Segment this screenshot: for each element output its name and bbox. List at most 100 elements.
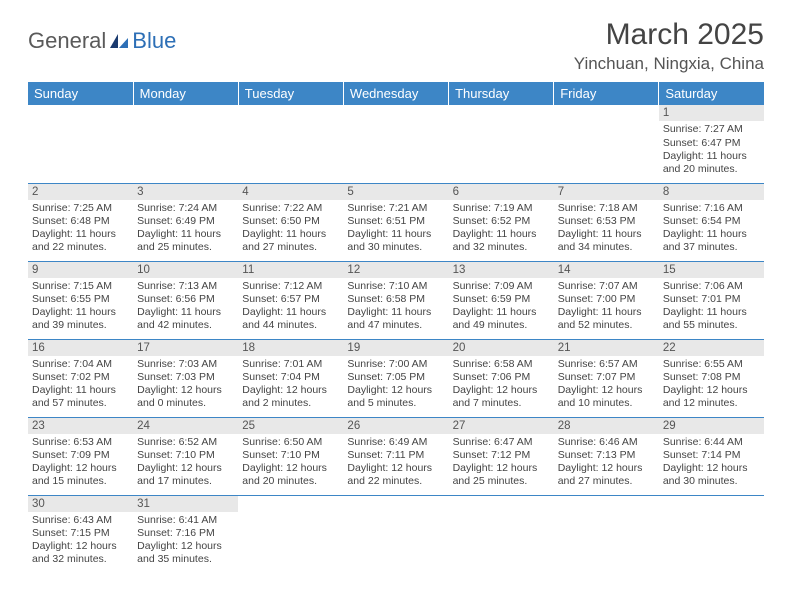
calendar-day: 6Sunrise: 7:19 AMSunset: 6:52 PMDaylight…	[449, 183, 554, 261]
day-number: 16	[28, 340, 133, 356]
daylight-text: and 7 minutes.	[453, 397, 550, 410]
sunrise-text: Sunrise: 7:12 AM	[242, 280, 339, 293]
day-number: 20	[449, 340, 554, 356]
calendar-day: 4Sunrise: 7:22 AMSunset: 6:50 PMDaylight…	[238, 183, 343, 261]
sunset-text: Sunset: 7:03 PM	[137, 371, 234, 384]
calendar-week: 2Sunrise: 7:25 AMSunset: 6:48 PMDaylight…	[28, 183, 764, 261]
calendar-day: 15 Sunrise: 7:06 AMSunset: 7:01 PMDayligh…	[659, 261, 764, 339]
daylight-text: and 35 minutes.	[137, 553, 234, 566]
day-number: 15	[659, 262, 764, 278]
daylight-text: Daylight: 12 hours	[137, 462, 234, 475]
sunset-text: Sunset: 7:10 PM	[242, 449, 339, 462]
day-number: 6	[449, 184, 554, 200]
sunrise-text: Sunrise: 7:09 AM	[453, 280, 550, 293]
calendar-day	[554, 495, 659, 573]
calendar-day: 11Sunrise: 7:12 AMSunset: 6:57 PMDayligh…	[238, 261, 343, 339]
day-number: 13	[449, 262, 554, 278]
calendar-day: 16 Sunrise: 7:04 AMSunset: 7:02 PMDayligh…	[28, 339, 133, 417]
calendar-day: 26Sunrise: 6:49 AMSunset: 7:11 PMDayligh…	[343, 417, 448, 495]
daylight-text: and 22 minutes.	[32, 241, 129, 254]
daylight-text: Daylight: 11 hours	[347, 228, 444, 241]
day-number: 2	[28, 184, 133, 200]
daylight-text: Daylight: 12 hours	[242, 462, 339, 475]
sunset-text: Sunset: 7:01 PM	[663, 293, 760, 306]
daylight-text: and 30 minutes.	[347, 241, 444, 254]
sunset-text: Sunset: 6:58 PM	[347, 293, 444, 306]
sunrise-text: Sunrise: 6:58 AM	[453, 358, 550, 371]
daylight-text: and 15 minutes.	[32, 475, 129, 488]
sunrise-text: Sunrise: 7:24 AM	[137, 202, 234, 215]
logo-text-1: General	[28, 28, 106, 54]
daylight-text: Daylight: 12 hours	[558, 462, 655, 475]
day-number: 27	[449, 418, 554, 434]
day-number: 9	[28, 262, 133, 278]
sunrise-text: Sunrise: 6:46 AM	[558, 436, 655, 449]
day-number: 8	[659, 184, 764, 200]
sunrise-text: Sunrise: 7:01 AM	[242, 358, 339, 371]
day-number: 22	[659, 340, 764, 356]
calendar-day: 29Sunrise: 6:44 AMSunset: 7:14 PMDayligh…	[659, 417, 764, 495]
calendar-day: 1Sunrise: 7:27 AMSunset: 6:47 PMDaylight…	[659, 105, 764, 183]
day-number: 18	[238, 340, 343, 356]
daylight-text: and 55 minutes.	[663, 319, 760, 332]
weekday-header: Saturday	[659, 82, 764, 105]
day-number: 21	[554, 340, 659, 356]
weekday-header: Monday	[133, 82, 238, 105]
daylight-text: and 22 minutes.	[347, 475, 444, 488]
calendar-day: 28Sunrise: 6:46 AMSunset: 7:13 PMDayligh…	[554, 417, 659, 495]
calendar-day	[343, 105, 448, 183]
daylight-text: Daylight: 11 hours	[137, 306, 234, 319]
calendar-day: 14Sunrise: 7:07 AMSunset: 7:00 PMDayligh…	[554, 261, 659, 339]
daylight-text: Daylight: 11 hours	[32, 384, 129, 397]
calendar-day: 21Sunrise: 6:57 AMSunset: 7:07 PMDayligh…	[554, 339, 659, 417]
daylight-text: Daylight: 11 hours	[32, 306, 129, 319]
day-number: 17	[133, 340, 238, 356]
daylight-text: Daylight: 12 hours	[558, 384, 655, 397]
sunset-text: Sunset: 6:54 PM	[663, 215, 760, 228]
sunset-text: Sunset: 7:02 PM	[32, 371, 129, 384]
sunset-text: Sunset: 7:13 PM	[558, 449, 655, 462]
sunrise-text: Sunrise: 7:19 AM	[453, 202, 550, 215]
sunrise-text: Sunrise: 6:44 AM	[663, 436, 760, 449]
daylight-text: and 17 minutes.	[137, 475, 234, 488]
location: Yinchuan, Ningxia, China	[574, 54, 764, 74]
daylight-text: and 44 minutes.	[242, 319, 339, 332]
daylight-text: and 42 minutes.	[137, 319, 234, 332]
daylight-text: and 0 minutes.	[137, 397, 234, 410]
calendar-day: 31Sunrise: 6:41 AMSunset: 7:16 PMDayligh…	[133, 495, 238, 573]
sunset-text: Sunset: 6:59 PM	[453, 293, 550, 306]
sunset-text: Sunset: 6:47 PM	[663, 137, 760, 150]
sunrise-text: Sunrise: 7:04 AM	[32, 358, 129, 371]
day-number: 29	[659, 418, 764, 434]
calendar-body: 1Sunrise: 7:27 AMSunset: 6:47 PMDaylight…	[28, 105, 764, 573]
sunset-text: Sunset: 7:10 PM	[137, 449, 234, 462]
sunrise-text: Sunrise: 7:06 AM	[663, 280, 760, 293]
daylight-text: Daylight: 12 hours	[453, 384, 550, 397]
sunrise-text: Sunrise: 7:21 AM	[347, 202, 444, 215]
sunset-text: Sunset: 6:49 PM	[137, 215, 234, 228]
calendar-week: 9Sunrise: 7:15 AMSunset: 6:55 PMDaylight…	[28, 261, 764, 339]
calendar-day: 12Sunrise: 7:10 AMSunset: 6:58 PMDayligh…	[343, 261, 448, 339]
sunset-text: Sunset: 7:08 PM	[663, 371, 760, 384]
calendar-day: 7Sunrise: 7:18 AMSunset: 6:53 PMDaylight…	[554, 183, 659, 261]
daylight-text: and 25 minutes.	[137, 241, 234, 254]
day-number: 3	[133, 184, 238, 200]
sunset-text: Sunset: 6:56 PM	[137, 293, 234, 306]
daylight-text: Daylight: 11 hours	[663, 306, 760, 319]
calendar-day: 20Sunrise: 6:58 AMSunset: 7:06 PMDayligh…	[449, 339, 554, 417]
day-number: 23	[28, 418, 133, 434]
daylight-text: Daylight: 11 hours	[663, 228, 760, 241]
calendar-day: 8Sunrise: 7:16 AMSunset: 6:54 PMDaylight…	[659, 183, 764, 261]
month-title: March 2025	[574, 18, 764, 52]
sunset-text: Sunset: 7:00 PM	[558, 293, 655, 306]
sunset-text: Sunset: 7:11 PM	[347, 449, 444, 462]
sunrise-text: Sunrise: 6:57 AM	[558, 358, 655, 371]
sunrise-text: Sunrise: 6:55 AM	[663, 358, 760, 371]
daylight-text: and 20 minutes.	[242, 475, 339, 488]
daylight-text: and 2 minutes.	[242, 397, 339, 410]
day-number: 19	[343, 340, 448, 356]
calendar-day	[343, 495, 448, 573]
daylight-text: Daylight: 12 hours	[453, 462, 550, 475]
sunset-text: Sunset: 7:05 PM	[347, 371, 444, 384]
daylight-text: Daylight: 12 hours	[663, 462, 760, 475]
